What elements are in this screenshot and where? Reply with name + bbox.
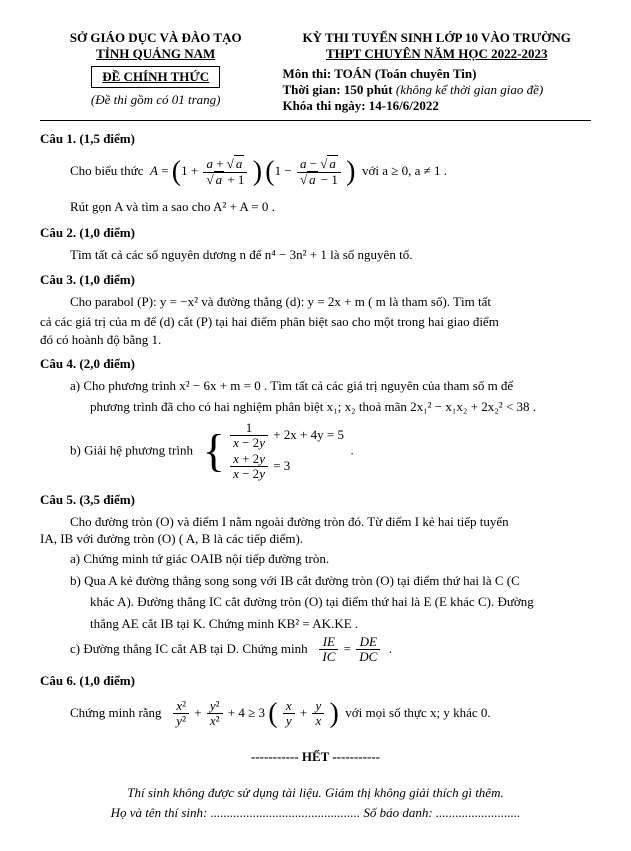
name-label: Họ và tên thí sinh: — [111, 805, 211, 820]
q4-b-row: b) Giải hệ phương trình { 1x − 2y + 2x +… — [70, 419, 591, 484]
time-label: Thời gian: 150 phút — [282, 82, 392, 97]
question-6: Câu 6. (1,0 điểm) — [40, 673, 591, 689]
official-box: ĐỀ CHÍNH THỨC — [91, 66, 220, 88]
q4-b: b) Giải hệ phương trình — [70, 442, 193, 457]
q5-c: c) Đường thẳng IC cắt AB tại D. Chứng mi… — [70, 641, 308, 656]
time-row: Thời gian: 150 phút (không kể thời gian … — [282, 82, 591, 98]
q1-intro: Cho biểu thức — [70, 163, 143, 178]
q5-title: Câu 5. (3,5 điểm) — [40, 492, 135, 507]
q1-cond: với a ≥ 0, a ≠ 1 . — [362, 163, 447, 178]
q5-c-row: c) Đường thẳng IC cắt AB tại D. Chứng mi… — [70, 635, 591, 665]
q1-body: Cho biểu thức A = (1 + a + √a√a + 1 ) (1… — [70, 151, 591, 193]
date-value: 14-16/6/2022 — [369, 98, 439, 113]
q4-sys2-rhs: = 3 — [273, 458, 290, 473]
document-header: SỞ GIÁO DỤC VÀ ĐÀO TẠO TỈNH QUẢNG NAM ĐỀ… — [40, 30, 591, 114]
footer: Thí sinh không được sử dụng tài liệu. Gi… — [40, 785, 591, 821]
q3-line1: Cho parabol (P): y = −x² và đường thẳng … — [70, 292, 591, 312]
q1-task: Rút gọn A và tìm a sao cho A² + A = 0 . — [70, 197, 591, 217]
q5-intro2: IA, IB với đường tròn (O) ( A, B là các … — [40, 531, 591, 547]
q4-a2: phương trình đã cho có hai nghiệm phân b… — [90, 397, 591, 417]
footer-line1: Thí sinh không được sử dụng tài liệu. Gi… — [40, 785, 591, 801]
name-dots: ........................................… — [211, 805, 361, 820]
date-row: Khóa thi ngày: 14-16/6/2022 — [282, 98, 591, 114]
header-divider — [40, 120, 591, 121]
q6-body: Chứng minh rằng x²y² + y²x² + 4 ≥ 3 ( xy… — [70, 693, 591, 735]
q4-a: a) Cho phương trình x² − 6x + m = 0 . Tì… — [70, 376, 591, 396]
q5-b2: khác A). Đường thẳng IC cắt đường tròn (… — [90, 592, 591, 612]
q3-title: Câu 3. (1,0 điểm) — [40, 272, 135, 287]
exam-title1: KỲ THI TUYỂN SINH LỚP 10 VÀO TRƯỜNG — [282, 30, 591, 46]
q3-line3: đó có hoành độ bằng 1. — [40, 332, 591, 348]
question-3: Câu 3. (1,0 điểm) — [40, 272, 591, 288]
q5-b3: thẳng AE cắt IB tại K. Chứng minh KB² = … — [90, 614, 591, 634]
id-label: Số báo danh: — [363, 805, 436, 820]
date-label: Khóa thi ngày: — [282, 98, 365, 113]
footer-line2: Họ và tên thí sinh: ....................… — [40, 805, 591, 821]
q6-tail: với mọi số thực x; y khác 0. — [345, 705, 490, 720]
question-1: Câu 1. (1,5 điểm) — [40, 131, 591, 147]
question-5: Câu 5. (3,5 điểm) — [40, 492, 591, 508]
exam-title2: THPT CHUYÊN NĂM HỌC 2022-2023 — [282, 46, 591, 62]
q5-a: a) Chứng minh tứ giác OAIB nội tiếp đườn… — [70, 549, 591, 569]
time-note: (không kể thời gian giao đề) — [396, 82, 543, 97]
q5-b1: b) Qua A kẻ đường thẳng song song với IB… — [70, 571, 591, 591]
subject: Môn thi: TOÁN (Toán chuyên Tin) — [282, 66, 591, 82]
page-count-note: (Đề thi gồm có 01 trang) — [40, 92, 271, 108]
q5-intro1: Cho đường tròn (O) và điểm I nằm ngoài đ… — [70, 512, 591, 532]
question-4: Câu 4. (2,0 điểm) — [40, 356, 591, 372]
q4-title: Câu 4. (2,0 điểm) — [40, 356, 135, 371]
id-dots: .......................... — [436, 805, 521, 820]
header-left: SỞ GIÁO DỤC VÀ ĐÀO TẠO TỈNH QUẢNG NAM ĐỀ… — [40, 30, 271, 114]
q4-sys1-rhs: + 2x + 4y = 5 — [273, 426, 344, 441]
q2-body: Tìm tất cả các số nguyên dương n để n⁴ −… — [70, 245, 591, 265]
q6-intro: Chứng minh rằng — [70, 705, 162, 720]
org-line1: SỞ GIÁO DỤC VÀ ĐÀO TẠO — [40, 30, 271, 46]
q3-line2: cả các giá trị của m để (d) cắt (P) tại … — [40, 314, 591, 330]
question-2: Câu 2. (1,0 điểm) — [40, 225, 591, 241]
header-right: KỲ THI TUYỂN SINH LỚP 10 VÀO TRƯỜNG THPT… — [282, 30, 591, 114]
org-line2: TỈNH QUẢNG NAM — [40, 46, 271, 62]
q2-title: Câu 2. (1,0 điểm) — [40, 225, 135, 240]
q6-title: Câu 6. (1,0 điểm) — [40, 673, 135, 688]
end-marker: ----------- HẾT ----------- — [40, 749, 591, 765]
q4-system: { 1x − 2y + 2x + 4y = 5 x + 2yx − 2y = 3 — [203, 419, 344, 484]
q1-title: Câu 1. (1,5 điểm) — [40, 131, 135, 146]
